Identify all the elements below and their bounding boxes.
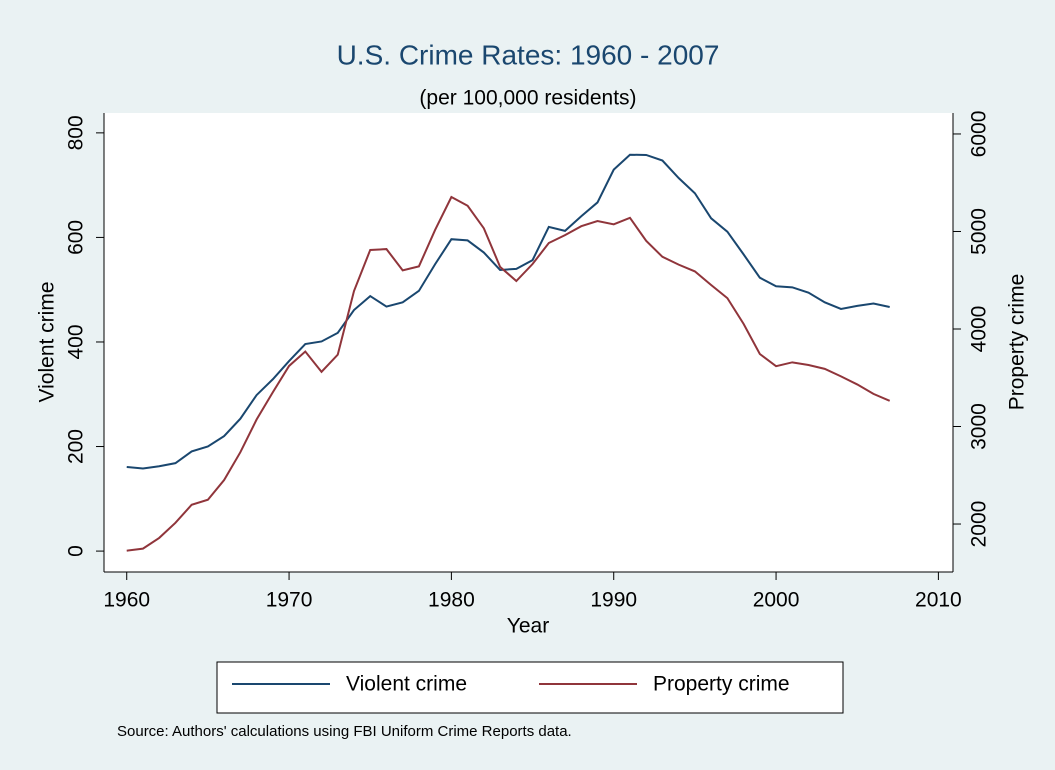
x-tick-label: 1960 bbox=[103, 589, 150, 612]
plot-area bbox=[104, 113, 953, 572]
legend-box bbox=[216, 661, 844, 714]
y2-tick-label: 6000 bbox=[968, 111, 991, 158]
x-tick-label: 1970 bbox=[266, 589, 313, 612]
y-tick-label: 400 bbox=[65, 324, 88, 359]
line-series bbox=[126, 153, 890, 470]
y-tick-label: 800 bbox=[65, 115, 88, 150]
y2-tick-label: 2000 bbox=[968, 501, 991, 548]
y-axis-label: Violent crime bbox=[36, 282, 59, 403]
chart-subtitle: (per 100,000 residents) bbox=[419, 87, 636, 110]
chart-title: U.S. Crime Rates: 1960 - 2007 bbox=[337, 39, 720, 70]
source-note: Source: Authors' calculations using FBI … bbox=[117, 723, 572, 740]
x-tick-label: 1990 bbox=[590, 589, 637, 612]
x-tick-label: 2000 bbox=[753, 589, 800, 612]
legend-label: Violent crime bbox=[346, 673, 467, 696]
x-tick-label: 2010 bbox=[915, 589, 962, 612]
y2-tick-label: 3000 bbox=[968, 403, 991, 450]
y-tick-label: 600 bbox=[65, 220, 88, 255]
x-tick-label: 1980 bbox=[428, 589, 475, 612]
y-tick-label: 0 bbox=[65, 545, 88, 557]
x-axis-label: Year bbox=[507, 615, 549, 638]
legend-label: Property crime bbox=[653, 673, 790, 696]
y2-tick-label: 5000 bbox=[968, 208, 991, 255]
y-tick-label: 200 bbox=[65, 429, 88, 464]
line-series bbox=[126, 195, 891, 552]
y2-axis-label: Property crime bbox=[1006, 274, 1029, 411]
y2-tick-label: 4000 bbox=[968, 306, 991, 353]
